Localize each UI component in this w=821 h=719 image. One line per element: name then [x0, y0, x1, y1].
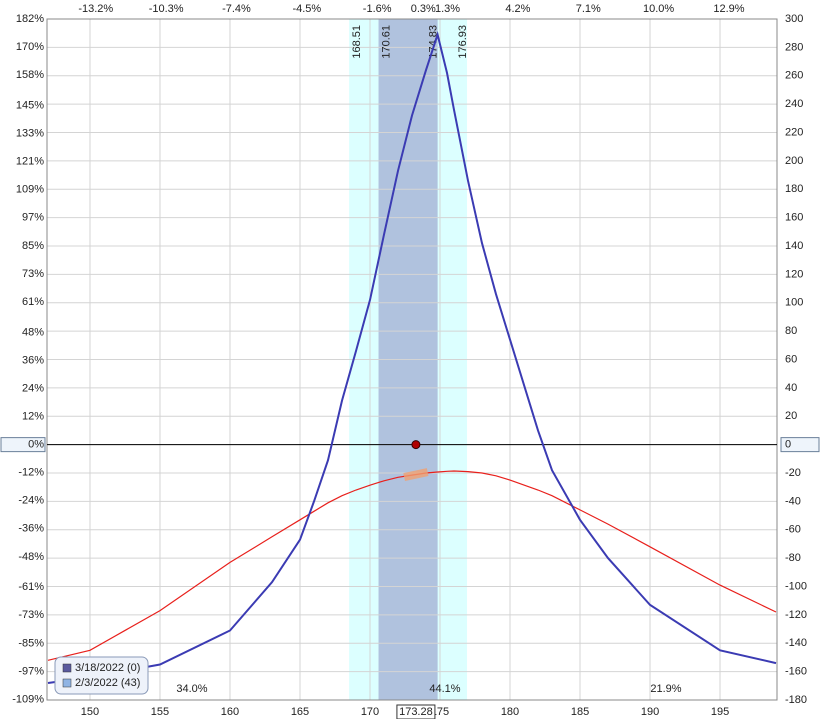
y2-tick-label: 73%	[22, 268, 44, 280]
legend-swatch	[62, 663, 72, 673]
y2-tick-label: -61%	[18, 581, 44, 593]
probability-label: 21.9%	[650, 683, 681, 695]
series-line	[47, 30, 777, 684]
x2-tick-label: 0.3%	[411, 3, 436, 15]
x-tick-label: 190	[641, 706, 659, 718]
y-tick-label: 200	[785, 155, 803, 167]
y2-tick-label: 133%	[16, 127, 44, 139]
y-tick-label: 120	[785, 268, 803, 280]
y-tick-label: 80	[785, 325, 797, 337]
y-tick-label: 220	[785, 126, 803, 138]
y-tick-label: 160	[785, 212, 803, 224]
x-tick-label: 150	[81, 706, 99, 718]
x-tick-label: 170	[361, 706, 379, 718]
y-tick-label: 100	[785, 297, 803, 309]
y2-tick-label: 109%	[16, 184, 44, 196]
plot-frame	[46, 18, 778, 701]
y2-tick-label: -109%	[12, 693, 44, 705]
x2-tick-label: 4.2%	[505, 3, 530, 15]
y2-tick-label: 145%	[16, 99, 44, 111]
y2-tick-label: -73%	[18, 609, 44, 621]
y-tick-label: 40	[785, 382, 797, 394]
current-price-box	[396, 704, 436, 719]
y-tick-label: 140	[785, 240, 803, 252]
y2-tick-label: 121%	[16, 156, 44, 168]
probability-label: 34.0%	[176, 683, 207, 695]
x2-tick-label: -7.4%	[222, 3, 251, 15]
y2-tick-label: 0%	[28, 439, 44, 451]
current-price-label: 173.28	[399, 706, 433, 718]
band-label: 170.61	[380, 25, 392, 59]
band-label: 168.51	[351, 25, 363, 59]
y2-tick-label: -48%	[18, 551, 44, 563]
band-label: 176.93	[457, 25, 469, 59]
y2-tick-label: 182%	[16, 13, 44, 25]
x-tick-label: 180	[501, 706, 519, 718]
y-tick-label: 180	[785, 183, 803, 195]
y2-tick-label: -24%	[18, 495, 44, 507]
probability-label: 44.1%	[429, 683, 460, 695]
x2-tick-label: -13.2%	[78, 3, 113, 15]
x-tick-label: 160	[221, 706, 239, 718]
y-tick-label: 300	[785, 13, 803, 25]
legend-label: 3/18/2022 (0)	[75, 662, 140, 674]
y2-tick-label: 97%	[22, 212, 44, 224]
legend-swatch	[62, 678, 72, 688]
y2-tick-label: 61%	[22, 296, 44, 308]
x2-tick-label: -10.3%	[149, 3, 184, 15]
x-tick-label: 185	[571, 706, 589, 718]
y-tick-label: 0	[785, 439, 791, 451]
y-tick-label: -20	[785, 467, 801, 479]
y2-tick-label: 12%	[22, 410, 44, 422]
x-tick-label: 195	[711, 706, 729, 718]
legend: 3/18/2022 (0) 2/3/2022 (43)	[54, 656, 149, 695]
y2-tick-label: -97%	[18, 665, 44, 677]
x-tick-label: 155	[151, 706, 169, 718]
y-tick-label: -100	[785, 580, 807, 592]
y2-tick-label: -12%	[18, 467, 44, 479]
y-tick-label: -40	[785, 495, 801, 507]
y-tick-label: -160	[785, 666, 807, 678]
y-tick-label: -140	[785, 637, 807, 649]
y2-tick-label: 24%	[22, 382, 44, 394]
y-tick-label: 260	[785, 70, 803, 82]
x2-tick-label: -4.5%	[292, 3, 321, 15]
y-tick-label: -80	[785, 552, 801, 564]
current-price-dot	[411, 440, 421, 450]
x2-tick-label: 10.0%	[643, 3, 674, 15]
zero-label-box	[780, 437, 820, 453]
y-tick-label: 280	[785, 41, 803, 53]
band-label: 174.83	[428, 25, 440, 59]
y-tick-label: -60	[785, 524, 801, 536]
x2-tick-label: 12.9%	[713, 3, 744, 15]
y2-tick-label: 158%	[16, 69, 44, 81]
y-tick-label: 60	[785, 353, 797, 365]
zero-label-box	[0, 437, 46, 453]
y-tick-label: -120	[785, 609, 807, 621]
y2-tick-label: 85%	[22, 240, 44, 252]
legend-box	[54, 656, 149, 695]
y2-tick-label: -36%	[18, 523, 44, 535]
y-tick-label: 20	[785, 410, 797, 422]
x2-tick-label: 1.3%	[435, 3, 460, 15]
y2-tick-label: -85%	[18, 637, 44, 649]
y-tick-label: 240	[785, 98, 803, 110]
current-t0-marker	[403, 468, 429, 481]
y2-tick-label: 48%	[22, 326, 44, 338]
y2-tick-label: 170%	[16, 41, 44, 53]
y-tick-label: -180	[785, 694, 807, 706]
x2-tick-label: 7.1%	[576, 3, 601, 15]
legend-label: 2/3/2022 (43)	[75, 677, 140, 689]
x-tick-label: 165	[291, 706, 309, 718]
x2-tick-label: -1.6%	[363, 3, 392, 15]
y2-tick-label: 36%	[22, 354, 44, 366]
